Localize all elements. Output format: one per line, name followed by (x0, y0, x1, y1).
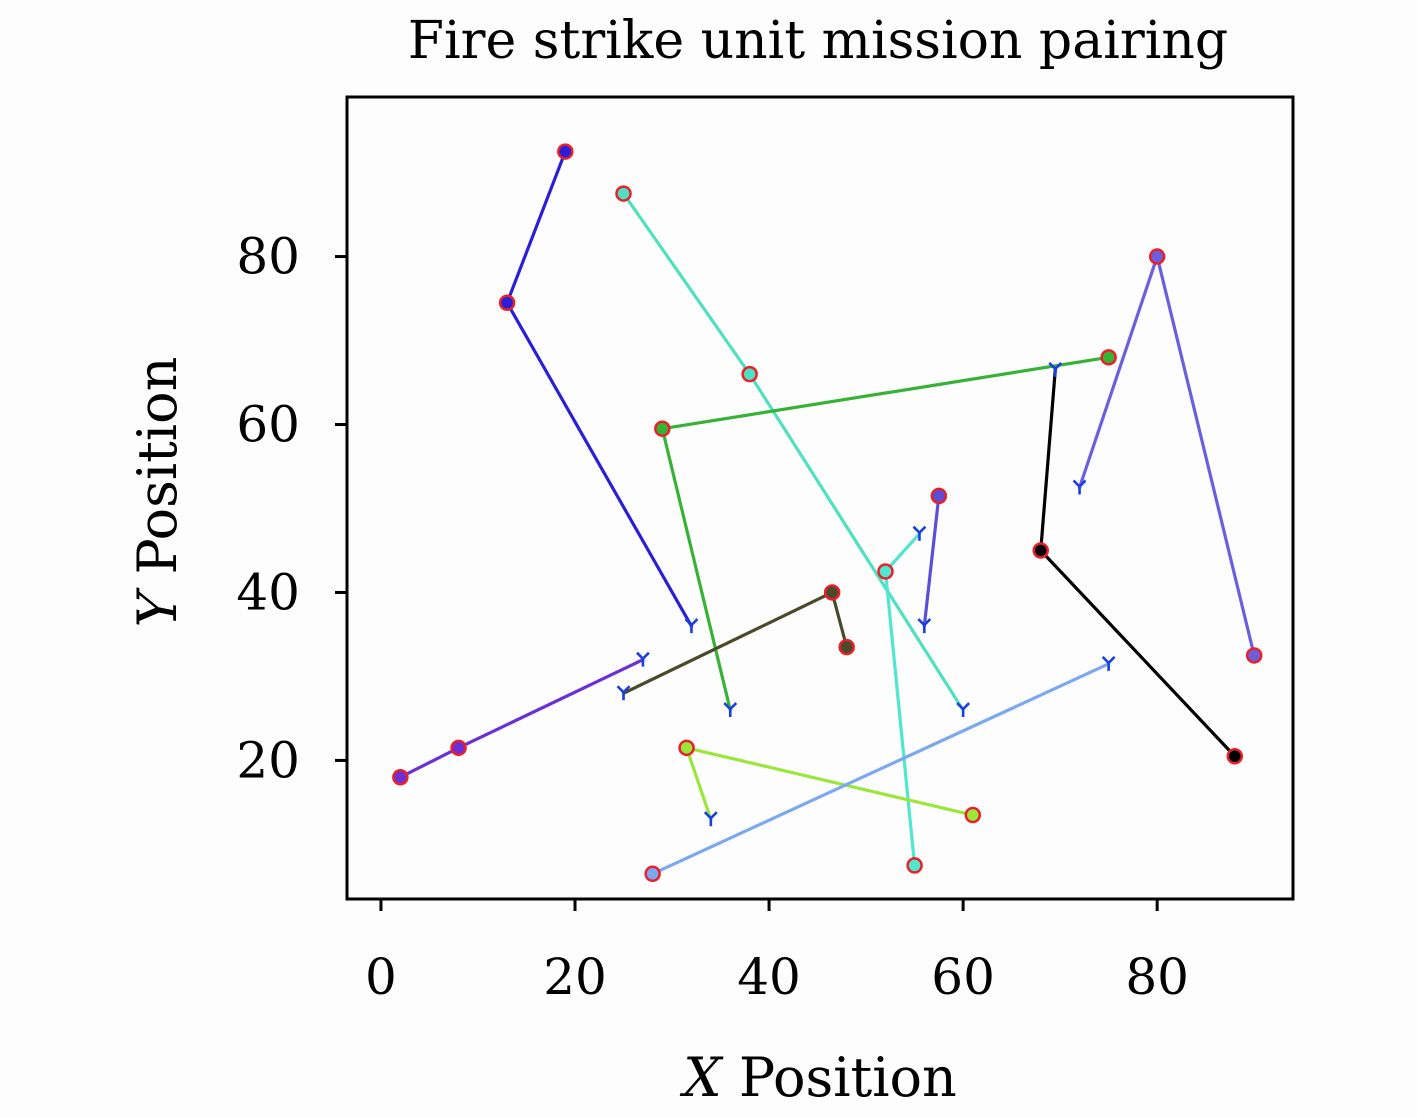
series-6-segment (883, 569, 917, 868)
target-marker (1072, 479, 1087, 495)
target-marker (636, 651, 650, 667)
x-tick-label: 40 (737, 948, 801, 1006)
unit-marker (678, 739, 695, 757)
unit-marker (1100, 349, 1117, 366)
unit-marker (823, 584, 841, 601)
target-marker (723, 702, 738, 718)
unit-marker (930, 487, 948, 505)
unit-marker (498, 294, 516, 311)
x-tick-label: 80 (1125, 948, 1189, 1006)
series-5-segment (1039, 368, 1057, 553)
series-10 (678, 739, 982, 827)
series-1 (498, 143, 699, 634)
x-tick-label: 60 (931, 948, 995, 1006)
series-5 (1032, 362, 1244, 765)
series-2-segment (748, 372, 965, 712)
unit-marker (906, 857, 923, 874)
target-marker (956, 702, 971, 718)
series-7-segment (922, 494, 941, 628)
series-4 (654, 349, 1117, 718)
target-marker (703, 811, 718, 827)
series-4-segment (660, 427, 732, 712)
x-axis-label: X Position (679, 1046, 957, 1109)
series-3 (1072, 248, 1263, 664)
y-tick-label: 40 (236, 563, 300, 621)
series-layer (392, 143, 1263, 883)
unit-marker (1245, 647, 1263, 664)
unit-marker (654, 420, 671, 437)
target-marker (684, 618, 699, 634)
series-4-segment (660, 355, 1111, 431)
target-marker (917, 618, 932, 634)
unit-marker (557, 143, 574, 160)
target-marker (1048, 362, 1063, 377)
plot-frame (345, 95, 1295, 901)
unit-marker (1032, 542, 1049, 559)
tick-layer: 0 20 40 60 80 20 40 60 80 (236, 228, 1189, 1006)
y-tick-label: 20 (236, 731, 300, 789)
series-6 (877, 525, 927, 874)
series-8-segment (830, 590, 849, 649)
unit-marker (644, 865, 661, 883)
unit-marker (964, 806, 982, 824)
series-10-segment (684, 746, 713, 821)
series-5-segment (1039, 548, 1237, 758)
y-tick-label: 60 (236, 396, 300, 454)
series-8 (616, 584, 855, 701)
unit-marker (741, 365, 758, 383)
target-marker (616, 685, 631, 701)
series-3-segment (1077, 254, 1159, 490)
target-marker (912, 525, 927, 541)
unit-marker (1148, 248, 1166, 265)
y-tick-label: 80 (236, 228, 300, 286)
unit-marker (392, 768, 409, 786)
x-tick-label: 0 (365, 948, 397, 1006)
x-tick-label: 20 (543, 948, 607, 1006)
y-axis-label: Y Position (126, 357, 189, 628)
series-11 (644, 655, 1116, 883)
series-2-segment (621, 191, 752, 376)
series-2 (615, 185, 971, 718)
unit-marker (450, 739, 467, 757)
series-7 (917, 487, 948, 634)
series-1-segment (505, 149, 567, 305)
series-9 (392, 651, 650, 786)
chart-title: Fire strike unit mission pairing (408, 11, 1228, 71)
series-11-segment (651, 662, 1111, 876)
series-10-segment (684, 746, 975, 817)
unit-marker (877, 563, 894, 580)
unit-marker (838, 638, 855, 656)
series-9-segment (398, 746, 461, 779)
series-8-segment (621, 590, 834, 695)
unit-marker (615, 185, 632, 202)
series-9-segment (456, 658, 645, 750)
series-6-segment (883, 532, 922, 574)
target-marker (1101, 655, 1116, 671)
series-1-segment (505, 301, 694, 628)
unit-marker (1226, 747, 1244, 765)
series-3-segment (1155, 254, 1256, 658)
